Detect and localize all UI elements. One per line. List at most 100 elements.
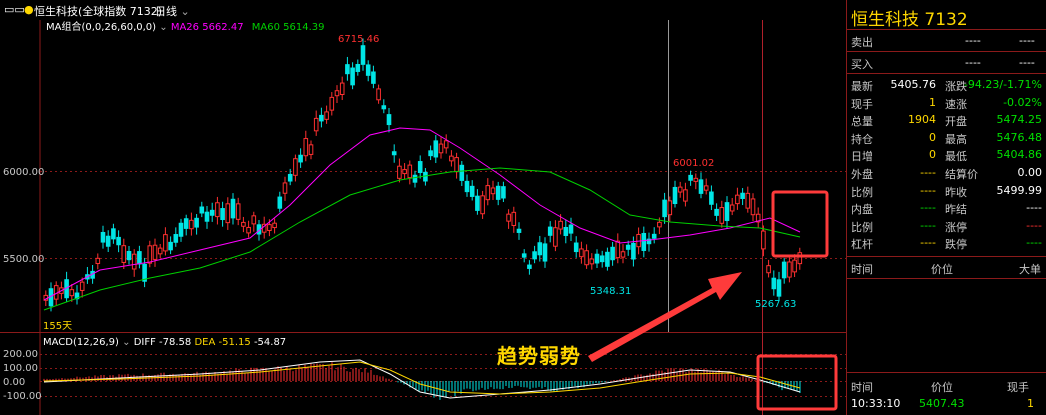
candle <box>287 173 293 182</box>
price-axis-label: 6000.00 <box>3 167 44 178</box>
candle <box>163 234 168 252</box>
candle <box>131 253 137 270</box>
stat-label: 外盘 <box>851 168 873 181</box>
candle <box>719 207 725 224</box>
kline-chart[interactable]: 6000.00 5500.00 200.00 100.00 0.00 -100.… <box>0 0 846 415</box>
candle <box>449 155 454 162</box>
candle <box>225 203 231 224</box>
candle <box>740 192 745 199</box>
candle <box>298 154 303 163</box>
stat-row: 总量 1904 开盘 5474.25 <box>847 112 1046 129</box>
candle <box>339 82 345 95</box>
candle <box>111 228 116 240</box>
stat-value: 1904 <box>908 113 936 127</box>
stat-label: 最低 <box>945 150 967 164</box>
candle <box>693 177 699 182</box>
candle <box>781 261 787 279</box>
candle <box>412 174 418 183</box>
candle <box>703 185 709 191</box>
candle <box>220 208 225 221</box>
candle <box>376 88 381 101</box>
candle <box>547 226 553 236</box>
stat-label: 杠杆 <box>851 238 873 252</box>
stat-label: 结算价 <box>945 168 978 181</box>
stat-value: 5404.86 <box>996 148 1043 162</box>
candle <box>397 165 402 179</box>
candle <box>241 221 246 227</box>
candle <box>787 261 792 278</box>
candle <box>350 67 355 86</box>
candle <box>417 161 423 173</box>
candle <box>521 253 527 258</box>
candle <box>324 111 329 120</box>
candle <box>272 222 277 229</box>
stat-value: 0.00 <box>1017 166 1043 179</box>
stat-row: 现手 1 速涨 -0.02% <box>847 95 1046 112</box>
candle <box>797 252 803 265</box>
candle <box>69 289 75 297</box>
candle <box>74 292 80 300</box>
chart-header: ▭▭ ● 恒生科技(全球指数 7132) 日线 ⌄ <box>0 0 846 20</box>
candle <box>365 64 371 76</box>
symbol-title[interactable]: 恒生科技(全球指数 7132) <box>34 5 163 18</box>
active-dot-icon: ● <box>24 3 34 16</box>
candle <box>620 251 626 258</box>
candle <box>792 259 797 273</box>
candle <box>683 189 688 202</box>
candles <box>43 38 803 312</box>
stat-row: 日增 0 最低 5404.86 <box>847 147 1046 164</box>
candle <box>584 250 589 266</box>
stat-label: 速涨 <box>945 97 967 111</box>
candle <box>615 240 621 259</box>
macd-axis-label: 0.00 <box>3 377 25 388</box>
candle <box>589 258 595 265</box>
candle <box>667 200 673 216</box>
stat-value: 5476.48 <box>996 130 1043 144</box>
trade-row[interactable]: 10:33:10 5407.43 1 <box>851 397 1034 410</box>
candle <box>178 222 184 237</box>
ma-combo-label[interactable]: MA组合(0,0,26,60,0,0) ⌄ MA26 5662.47 MA60 … <box>46 22 325 33</box>
candle <box>516 228 522 233</box>
weak-trend-box <box>771 190 829 258</box>
trend-weak-label: 趋势弱势 <box>497 344 581 368</box>
candle <box>594 253 600 264</box>
candle <box>714 208 719 216</box>
candle <box>386 114 392 126</box>
candle <box>391 151 397 156</box>
buy-row: 买入 ---- ---- <box>851 56 1035 71</box>
candle <box>438 143 444 154</box>
candle <box>625 244 631 250</box>
stat-row: 内盘 ---- 昨结 ---- <box>847 200 1046 217</box>
stat-row: 持仓 0 最高 5476.48 <box>847 130 1046 147</box>
ma26-label: MA26 5662.47 <box>170 22 244 33</box>
candle <box>729 204 735 212</box>
candle <box>381 105 387 110</box>
sell-row: 卖出 ---- ---- <box>851 34 1035 49</box>
period-selector[interactable]: 日线 ⌄ <box>155 5 190 18</box>
stat-label: 昨结 <box>945 203 967 217</box>
stat-value: ---- <box>920 166 936 179</box>
candle <box>771 277 777 290</box>
candle <box>355 64 361 72</box>
nav-icon[interactable]: ▭▭ <box>4 3 25 16</box>
stat-value: ---- <box>920 218 936 232</box>
panel-title: 恒生科技 7132 <box>851 10 968 30</box>
stat-value: ---- <box>1026 201 1042 215</box>
ma26-line <box>43 127 801 301</box>
stat-value: 1 <box>929 95 936 109</box>
candle <box>459 164 465 181</box>
candle <box>345 64 350 75</box>
candle <box>553 227 558 247</box>
stat-label: 跌停 <box>945 238 967 252</box>
candle <box>657 221 662 228</box>
ma60-label: MA60 5614.39 <box>251 22 325 33</box>
candle <box>215 202 220 218</box>
candle <box>776 279 782 297</box>
candle <box>308 144 314 155</box>
macd-header: MACD(12,26,9) ⌄ DIFF -78.58 DEA -51.15 -… <box>43 337 286 348</box>
candle <box>142 263 147 282</box>
candle <box>168 241 173 251</box>
stat-label: 日增 <box>851 150 873 164</box>
stat-value: ---- <box>920 201 936 215</box>
stat-label: 现手 <box>851 97 873 111</box>
